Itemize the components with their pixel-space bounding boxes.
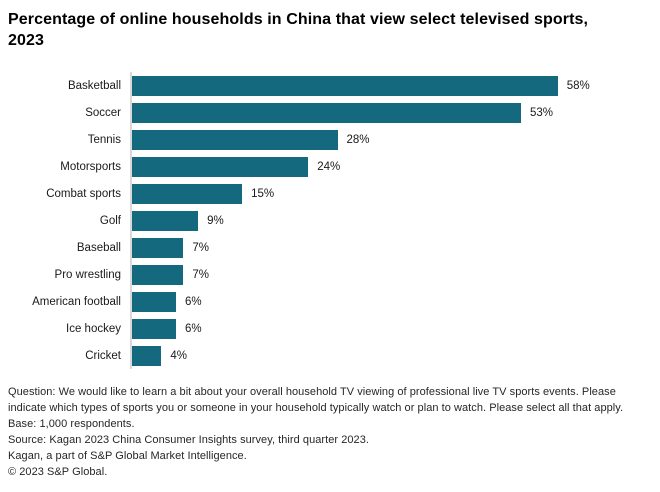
- value-label: 7%: [192, 241, 210, 254]
- bar-row: Baseball 7%: [8, 234, 652, 261]
- value-label: 7%: [192, 268, 210, 281]
- bar: [132, 129, 338, 150]
- plot-area: 6%: [130, 315, 652, 342]
- bar-row: Golf 9%: [8, 207, 652, 234]
- plot-area: 9%: [130, 207, 652, 234]
- plot-area: 15%: [130, 180, 652, 207]
- bar: [132, 75, 558, 96]
- footnote-copyright: © 2023 S&P Global.: [8, 466, 108, 478]
- plot-area: 24%: [130, 153, 652, 180]
- value-label: 9%: [207, 214, 224, 227]
- plot-area: 4%: [130, 342, 652, 369]
- bar-row: Tennis 28%: [8, 126, 652, 153]
- plot-area: 6%: [130, 288, 652, 315]
- plot-area: 7%: [130, 261, 652, 288]
- footnote-question: Question: We would like to learn a bit a…: [8, 386, 624, 414]
- category-label: Motorsports: [60, 160, 121, 173]
- plot-area: 28%: [130, 126, 652, 153]
- value-label: 58%: [566, 79, 590, 92]
- bar-row: Combat sports 15%: [8, 180, 652, 207]
- footnote-attribution: Kagan, a part of S&P Global Market Intel…: [8, 450, 247, 462]
- category-label: Cricket: [85, 349, 121, 362]
- bar: [132, 345, 162, 366]
- category-label: Baseball: [76, 241, 121, 254]
- category-label: American football: [32, 295, 121, 308]
- bar: [132, 156, 309, 177]
- bar: [132, 318, 176, 339]
- chart-title: Percentage of online households in China…: [8, 11, 589, 49]
- footnote-base: Base: 1,000 respondents.: [8, 418, 135, 430]
- value-label: 6%: [185, 295, 202, 308]
- bar-chart: Basketball 58% Soccer 53% Tennis 28% Motorspor…: [8, 72, 652, 369]
- footnotes: Question: We would like to learn a bit a…: [8, 384, 652, 480]
- category-label: Ice hockey: [66, 322, 121, 335]
- bar: [132, 291, 176, 312]
- bar-row: Soccer 53%: [8, 99, 652, 126]
- footnote-source: Source: Kagan 2023 China Consumer Insigh…: [8, 434, 369, 446]
- bar-row: Pro wrestling 7%: [8, 261, 652, 288]
- bar: [132, 237, 184, 258]
- bar: [132, 264, 184, 285]
- bar: [132, 102, 521, 123]
- category-label: Combat sports: [46, 187, 121, 200]
- plot-area: 53%: [130, 99, 652, 126]
- bar-row: Ice hockey 6%: [8, 315, 652, 342]
- bar-row: Basketball 58%: [8, 72, 652, 99]
- bar: [132, 183, 243, 204]
- value-label: 24%: [317, 160, 341, 173]
- bar-rows: Basketball 58% Soccer 53% Tennis 28% Motorspor…: [8, 72, 652, 369]
- category-label: Basketball: [67, 79, 121, 92]
- category-label: Soccer: [85, 106, 121, 119]
- bar-row: Motorsports 24%: [8, 153, 652, 180]
- value-label: 53%: [530, 106, 554, 119]
- category-label: Pro wrestling: [54, 268, 121, 281]
- plot-area: 58%: [130, 72, 652, 99]
- bar-row: Cricket 4%: [8, 342, 652, 369]
- value-label: 6%: [185, 322, 202, 335]
- bar-row: American football 6%: [8, 288, 652, 315]
- category-label: Tennis: [87, 133, 121, 146]
- value-label: 15%: [251, 187, 275, 200]
- plot-area: 7%: [130, 234, 652, 261]
- category-label: Golf: [99, 214, 121, 227]
- value-label: 4%: [170, 349, 188, 362]
- bar: [132, 210, 199, 231]
- value-label: 28%: [346, 133, 370, 146]
